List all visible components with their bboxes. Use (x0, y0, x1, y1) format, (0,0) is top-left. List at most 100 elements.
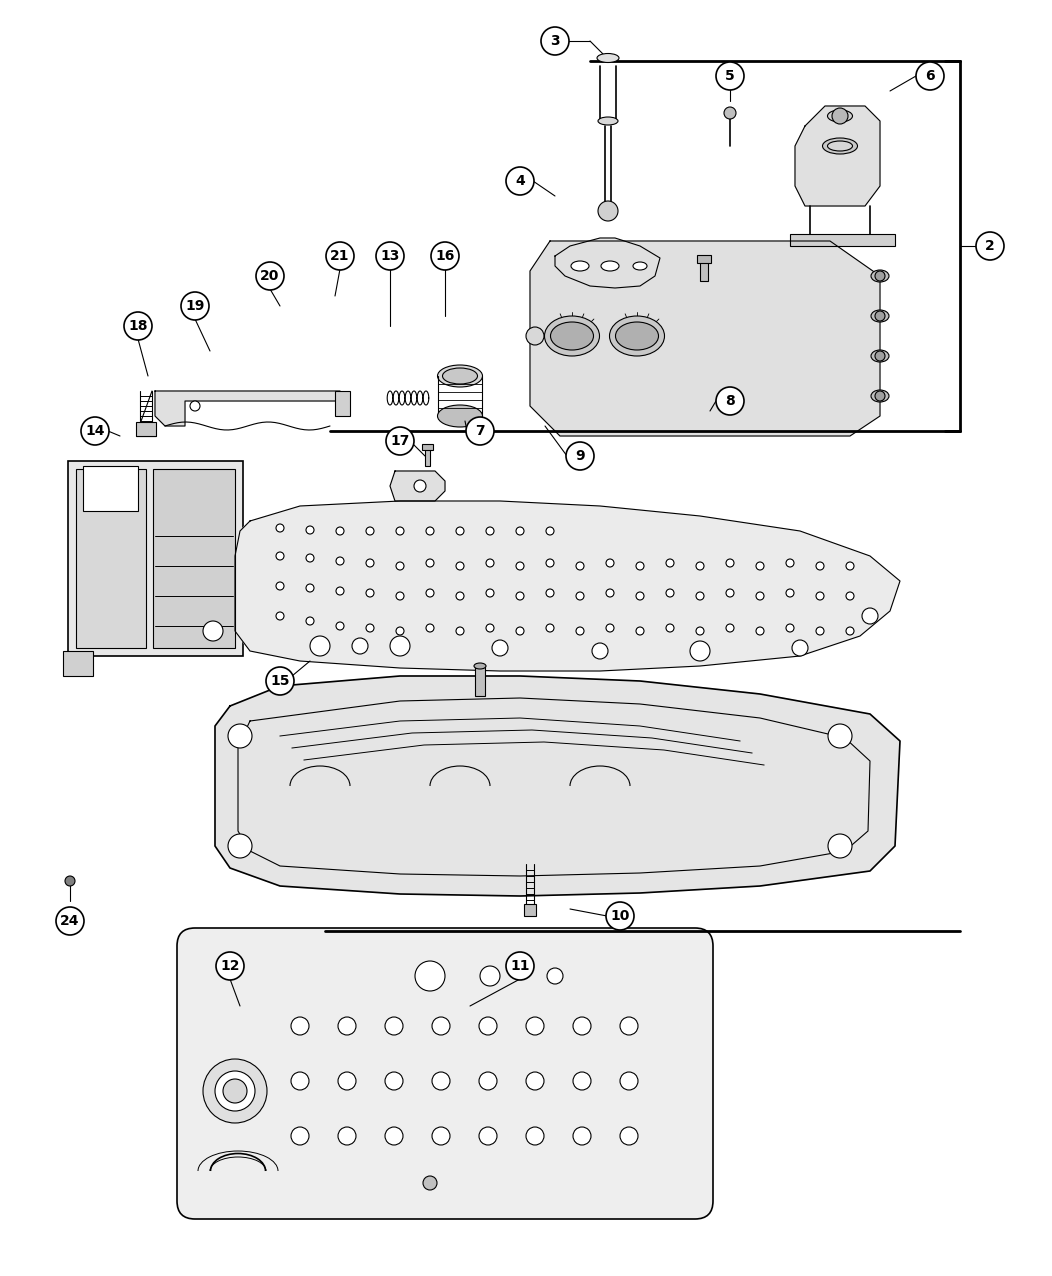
Circle shape (606, 559, 614, 567)
Circle shape (526, 1017, 544, 1035)
Circle shape (396, 561, 404, 570)
Ellipse shape (871, 310, 889, 322)
Circle shape (228, 835, 252, 857)
Circle shape (203, 1059, 267, 1123)
Bar (790, 234, 895, 246)
Bar (335, 390, 350, 416)
Text: 7: 7 (476, 424, 485, 438)
Circle shape (816, 627, 824, 635)
Circle shape (506, 952, 534, 980)
Text: 21: 21 (330, 249, 349, 263)
Circle shape (576, 592, 584, 600)
Ellipse shape (609, 316, 665, 356)
Circle shape (846, 561, 854, 570)
Circle shape (426, 624, 434, 632)
Circle shape (65, 877, 75, 886)
Circle shape (276, 612, 284, 620)
Circle shape (696, 561, 704, 570)
Circle shape (426, 527, 434, 535)
Circle shape (862, 607, 878, 624)
Circle shape (515, 592, 524, 600)
Circle shape (546, 527, 554, 535)
Circle shape (203, 621, 223, 641)
Circle shape (526, 327, 544, 345)
Ellipse shape (438, 404, 483, 427)
Circle shape (690, 641, 710, 661)
Circle shape (786, 559, 794, 567)
Circle shape (56, 907, 84, 935)
Ellipse shape (828, 142, 852, 151)
Bar (700, 259, 708, 281)
Circle shape (875, 271, 885, 281)
Circle shape (547, 968, 563, 984)
Circle shape (338, 1127, 356, 1145)
Circle shape (846, 592, 854, 600)
Circle shape (466, 417, 494, 445)
Ellipse shape (443, 367, 478, 384)
Circle shape (276, 553, 284, 560)
Circle shape (546, 624, 554, 632)
Circle shape (256, 262, 284, 290)
Text: 15: 15 (270, 674, 289, 688)
Ellipse shape (601, 262, 619, 271)
Circle shape (832, 108, 848, 124)
Circle shape (432, 1017, 450, 1035)
Text: 4: 4 (515, 174, 525, 188)
Circle shape (366, 527, 375, 535)
Circle shape (181, 292, 209, 320)
Ellipse shape (823, 138, 857, 154)
Circle shape (620, 1127, 638, 1145)
Ellipse shape (871, 390, 889, 402)
Bar (524, 903, 537, 916)
Circle shape (515, 527, 524, 535)
Ellipse shape (871, 350, 889, 362)
Text: 8: 8 (725, 394, 735, 408)
Circle shape (515, 561, 524, 570)
Ellipse shape (598, 117, 618, 125)
Circle shape (636, 561, 644, 570)
Circle shape (828, 723, 852, 748)
Circle shape (376, 242, 404, 271)
Bar (136, 422, 156, 436)
Circle shape (756, 561, 764, 570)
Circle shape (423, 1176, 437, 1191)
Ellipse shape (545, 316, 600, 356)
Circle shape (786, 590, 794, 597)
Circle shape (480, 966, 500, 986)
Circle shape (81, 417, 109, 445)
Circle shape (492, 641, 508, 656)
Circle shape (306, 618, 313, 625)
Circle shape (426, 590, 434, 597)
Circle shape (266, 667, 294, 695)
Bar (153, 470, 235, 648)
Circle shape (573, 1127, 591, 1145)
Circle shape (756, 592, 764, 600)
Bar (422, 444, 433, 450)
Circle shape (486, 527, 494, 535)
Text: 20: 20 (260, 269, 280, 283)
Circle shape (696, 592, 704, 600)
Circle shape (546, 559, 554, 567)
Circle shape (976, 232, 1004, 260)
Circle shape (124, 313, 151, 339)
Circle shape (190, 401, 200, 411)
Ellipse shape (571, 262, 589, 271)
Circle shape (310, 635, 330, 656)
Ellipse shape (828, 110, 852, 122)
Circle shape (336, 527, 344, 535)
Ellipse shape (596, 54, 619, 63)
Bar (476, 666, 485, 695)
Circle shape (396, 527, 404, 535)
Circle shape (696, 627, 704, 635)
Circle shape (566, 441, 594, 470)
Circle shape (666, 624, 674, 632)
Circle shape (816, 561, 824, 570)
Circle shape (426, 559, 434, 567)
Circle shape (515, 627, 524, 635)
Circle shape (875, 311, 885, 322)
Circle shape (726, 590, 734, 597)
Circle shape (875, 351, 885, 361)
Circle shape (606, 624, 614, 632)
Circle shape (526, 1127, 544, 1145)
Circle shape (336, 621, 344, 630)
